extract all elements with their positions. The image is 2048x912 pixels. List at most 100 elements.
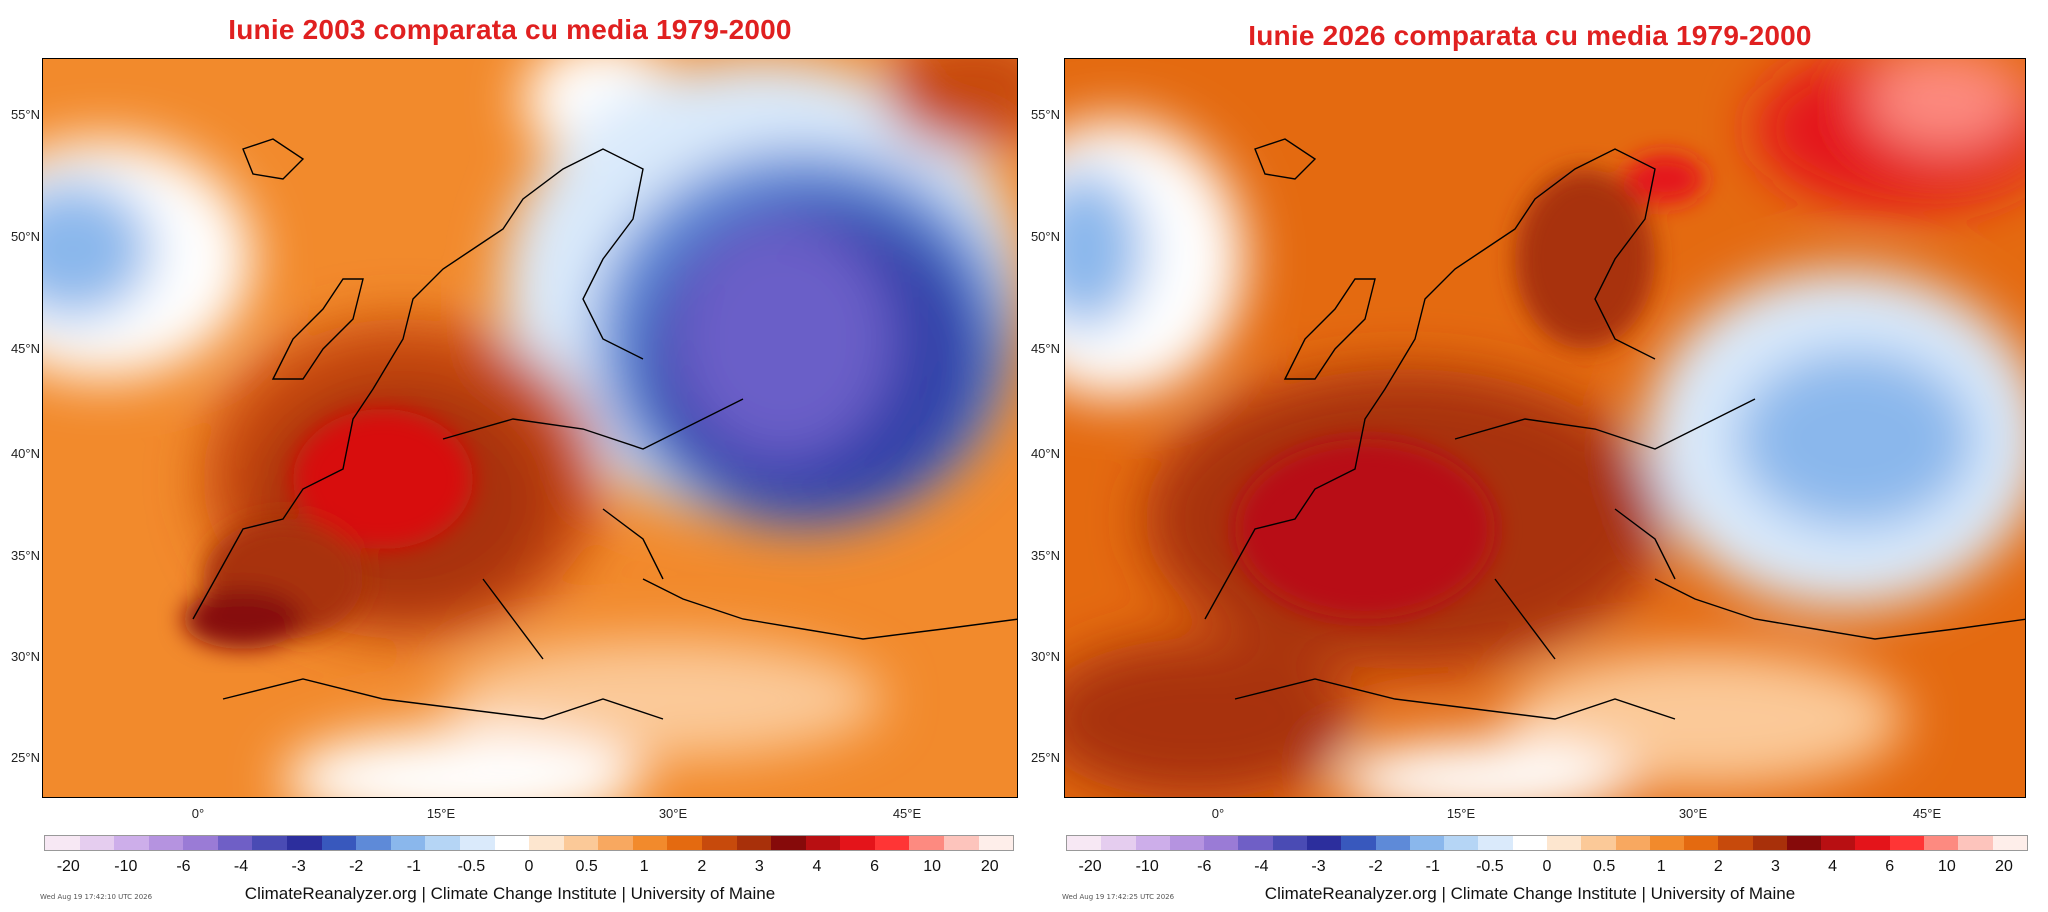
colorbar-swatch (1444, 836, 1479, 850)
colorbar-swatch (1581, 836, 1616, 850)
colorbar-tick-label: -10 (114, 858, 138, 875)
colorbar-swatch (736, 836, 772, 850)
colorbar-tick-label: 3 (1771, 858, 1780, 875)
colorbar-swatch (1375, 836, 1410, 850)
colorbar-swatch (1135, 836, 1170, 850)
colorbar-swatch (494, 836, 530, 850)
lon-label-45e: 45°E (1912, 806, 1942, 821)
colorbar-swatch (874, 836, 910, 850)
lat-label-30n: 30°N (10, 649, 40, 664)
lat-label-55n: 55°N (1030, 107, 1060, 122)
colorbar-swatch (1204, 836, 1239, 850)
colorbar-swatch (252, 836, 288, 850)
colorbar-tick-label: 10 (923, 858, 942, 875)
lat-label-25n: 25°N (10, 750, 40, 765)
colorbar-tick-label: -4 (233, 858, 249, 875)
colorbar-swatch (1821, 836, 1856, 850)
colorbar-swatch (356, 836, 391, 850)
colorbar-swatch (459, 836, 495, 850)
colorbar-swatch (529, 836, 564, 850)
colorbar-swatch (1101, 836, 1136, 850)
colorbar-swatch (217, 836, 253, 850)
colorbar-tick-label: -2 (349, 858, 364, 875)
colorbar-swatch (148, 836, 184, 850)
lat-label-40n: 40°N (10, 446, 40, 461)
colorbar-swatch (771, 836, 806, 850)
credit-line: ClimateReanalyzer.org | Climate Change I… (1264, 884, 1796, 903)
colorbar-swatch (183, 836, 218, 850)
colorbar-swatch (425, 836, 460, 850)
colorbar-tick-label: -10 (1135, 858, 1159, 875)
colorbar-tick-label: -4 (1254, 858, 1269, 875)
map-panel-2026: Iunie 2026 comparata cu media 1979-2000 … (1020, 0, 2040, 912)
colorbar-swatch (1341, 836, 1376, 850)
colorbar-swatch (944, 836, 979, 850)
colorbar-tick-label: 20 (980, 858, 999, 875)
colorbar-swatch (1169, 836, 1205, 850)
colorbar-swatch (390, 836, 426, 850)
colorbar-swatch (1786, 836, 1822, 850)
colorbar-tick-label: 20 (1995, 858, 2013, 875)
colorbar-swatch (1924, 836, 1959, 850)
colorbar-swatch (1718, 836, 1753, 850)
colorbar-tick-label: -20 (56, 858, 80, 875)
colorbar-swatch (598, 836, 633, 850)
colorbar-swatch (1238, 836, 1273, 850)
colorbar-swatch (1855, 836, 1890, 850)
lat-label-35n: 35°N (1030, 548, 1060, 563)
colorbar-tick-label: -1 (1425, 858, 1440, 875)
colorbar-tick-label: -1 (406, 858, 421, 875)
colorbar-tick-label: 0 (1542, 858, 1552, 875)
lon-label-15e: 15°E (426, 806, 456, 821)
colorbar-tick-label: -20 (1078, 858, 1102, 875)
colorbar-labels: -20 -10 -6 -4 -3 -2 -1 -0.5 0 0.5 1 2 3 4 6 10 20 (1066, 858, 2028, 876)
lon-label-45e: 45°E (892, 806, 922, 821)
colorbar-tick-label: -3 (291, 858, 306, 875)
map-canvas (43, 59, 1017, 797)
colorbar-swatch (1306, 836, 1342, 850)
lon-label-15e: 15°E (1446, 806, 1476, 821)
colorbar-swatch (632, 836, 668, 850)
colorbar-swatch (1409, 836, 1445, 850)
colorbar-tick-label: 0.5 (1592, 858, 1616, 875)
lat-label-30n: 30°N (1030, 649, 1060, 664)
colorbar-tick-label: 1 (639, 858, 649, 875)
colorbar (44, 835, 1014, 851)
lon-label-0: 0° (191, 806, 205, 821)
colorbar-swatch (114, 836, 149, 850)
colorbar-swatch (1684, 836, 1719, 850)
colorbar-tick-label: -0.5 (1476, 858, 1504, 875)
colorbar-swatch (840, 836, 875, 850)
colorbar-labels: -20 -10 -6 -4 -3 -2 -1 -0.5 0 0.5 1 2 3 4 6 10 20 (44, 858, 1014, 876)
anomaly-map-2026 (1064, 58, 2026, 798)
lat-label-55n: 55°N (10, 107, 40, 122)
colorbar-swatch (1889, 836, 1925, 850)
credit-line: ClimateReanalyzer.org | Climate Change I… (244, 884, 776, 903)
anomaly-map-2003 (42, 58, 1018, 798)
colorbar-tick-label: 0.5 (575, 858, 598, 875)
colorbar-swatch (1615, 836, 1650, 850)
lon-label-30e: 30°E (658, 806, 688, 821)
colorbar-tick-label: 4 (1828, 858, 1838, 875)
colorbar-swatch (321, 836, 357, 850)
lat-label-50n: 50°N (10, 229, 40, 244)
lat-label-40n: 40°N (1030, 446, 1060, 461)
colorbar-swatch (1272, 836, 1307, 850)
lat-label-50n: 50°N (1030, 229, 1060, 244)
colorbar-swatch (1512, 836, 1547, 850)
lat-label-45n: 45°N (10, 341, 40, 356)
colorbar-swatch (563, 836, 599, 850)
colorbar-tick-label: -6 (1197, 858, 1212, 875)
coastline-overlay (1204, 138, 2025, 720)
colorbar (1066, 835, 2028, 851)
lat-label-45n: 45°N (1030, 341, 1060, 356)
colorbar-tick-label: -3 (1311, 858, 1326, 875)
colorbar-swatch (1649, 836, 1685, 850)
lon-label-30e: 30°E (1678, 806, 1708, 821)
colorbar-swatch (978, 836, 1014, 850)
colorbar-tick-label: 0 (524, 858, 534, 875)
colorbar-tick-label: 2 (1713, 858, 1723, 875)
colorbar-tick-label: -2 (1368, 858, 1383, 875)
map-canvas (1065, 59, 2025, 797)
colorbar-tick-label: 2 (697, 858, 707, 875)
